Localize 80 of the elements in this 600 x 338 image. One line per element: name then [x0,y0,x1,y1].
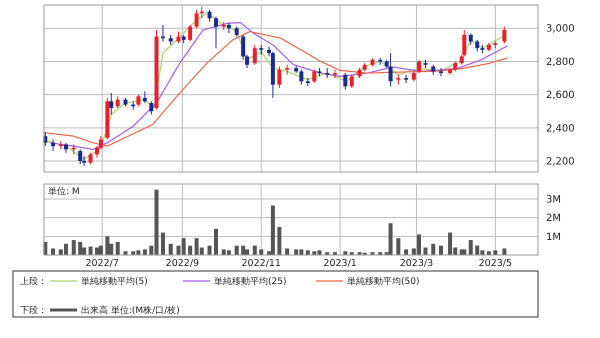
bar [423,248,428,255]
bar [72,240,76,255]
candlestick [168,34,173,46]
candlestick [200,6,204,19]
bar [214,228,218,255]
legend-label: 単純移動平均(50) [347,276,420,287]
y-tick-label: 2,400 [546,123,575,134]
bar [396,238,400,255]
bar [95,248,100,255]
legend-label: 出来高 単位:(M株/口/枚) [81,305,180,316]
bar [285,248,290,255]
bar [51,248,56,255]
candlestick [214,16,218,49]
bar [160,232,165,255]
candlestick [226,22,231,34]
bar [188,246,192,255]
candlestick [343,72,348,90]
candlestick [88,152,93,165]
bar [208,246,212,255]
candlestick [188,24,192,42]
bar [277,226,282,255]
candlestick [358,68,362,79]
y-tick-label: 3M [546,194,561,206]
x-tick-label: 2022/9 [166,258,200,269]
bar [388,223,393,255]
bar [270,205,275,255]
candlestick [417,59,422,74]
candlestick [109,92,114,116]
y-tick-label: 3,000 [546,24,575,35]
y-tick-label: 2,200 [546,156,575,168]
candlestick [252,44,257,66]
candlestick [234,26,239,38]
legend-label: 単純移動平均(5) [81,276,148,287]
candlestick [475,39,480,52]
bar [439,246,444,255]
candlestick [116,96,120,108]
bar [502,248,506,255]
candlestick [431,64,436,76]
bar [241,246,246,255]
legend-label: 単純移動平均(25) [214,276,286,287]
candlestick [388,52,393,87]
bar [88,246,93,255]
candlestick [136,94,140,107]
candlestick [468,32,473,46]
bar [98,246,103,255]
candlestick [502,26,506,44]
candlestick [176,31,180,44]
bar [168,244,173,255]
bar [234,246,239,255]
candlestick [312,69,316,84]
annotation: 単位: M [48,186,80,197]
candlestick [51,138,56,152]
candlestick [78,148,82,165]
bar [468,240,473,255]
legend-title: 下段： [20,305,47,316]
bar [116,242,120,255]
x-tick-label: 2022/7 [85,258,119,269]
x-tick-label: 2022/11 [242,258,281,269]
bar [431,244,436,255]
candlestick [453,60,458,72]
y-tick-label: 2,600 [546,90,575,102]
x-tick-label: 2023/5 [478,258,512,269]
candlestick [259,44,264,56]
bar [252,246,257,255]
candlestick [64,142,68,154]
candlestick [350,74,354,88]
candlestick [412,70,416,82]
bar [78,242,82,255]
legend-title: 上段： [20,276,47,287]
candlestick [299,69,304,86]
candlestick [277,66,282,88]
candlestick [142,90,147,104]
x-tick-label: 2023/1 [323,258,357,269]
candlestick [208,9,212,22]
candlestick [149,100,154,116]
y-tick-label: 1M [546,232,561,243]
x-tick-label: 2023/3 [400,258,434,269]
y-tick-label: 2M [546,213,561,224]
y-tick-label: 2,800 [546,56,575,68]
candlestick [194,9,199,29]
